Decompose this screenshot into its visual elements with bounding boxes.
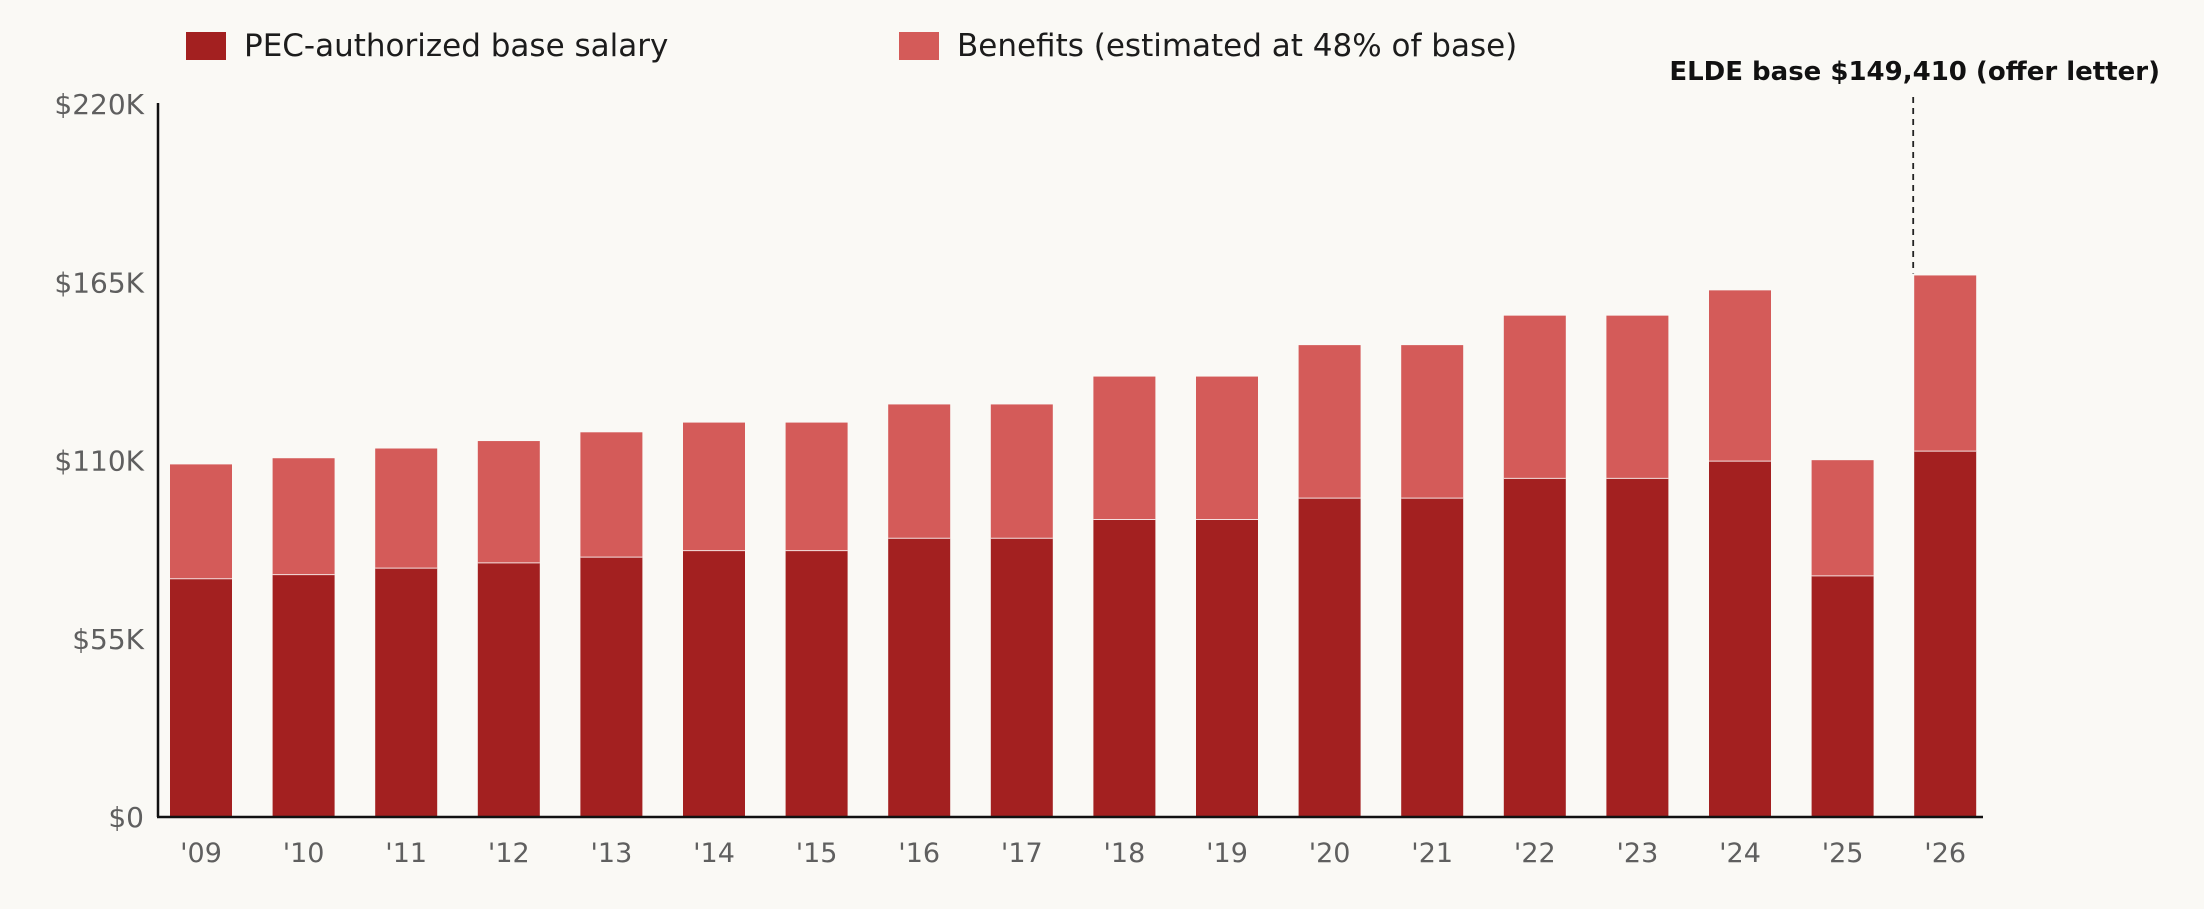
- bar-base-21: [1401, 498, 1464, 817]
- x-tick-label: '15: [796, 838, 838, 869]
- bar-benefits-09: [170, 464, 232, 579]
- bar-base-25: [1811, 575, 1874, 817]
- x-tick-label: '22: [1514, 838, 1556, 869]
- x-tick-label: '23: [1617, 838, 1659, 869]
- x-tick-label: '10: [283, 838, 325, 869]
- bar-base-18: [1093, 519, 1156, 817]
- ticks-layer: '09 '10 '11 '12 '13 '14 '15 '16 '17 '18 '19 '20 '21 '…: [54, 88, 1966, 869]
- bar-base-24: [1709, 461, 1771, 817]
- bar-benefits-26: [1914, 275, 1977, 452]
- bar-benefits-15: [785, 422, 848, 551]
- bar-base-15: [785, 550, 848, 817]
- legend-item-base: PEC-authorized base salary: [186, 28, 668, 64]
- x-tick-label: '19: [1206, 838, 1248, 869]
- bars-layer: [170, 275, 1977, 817]
- bar-benefits-16: [888, 404, 951, 539]
- bar-base-11: [375, 568, 438, 817]
- x-tick-label: '13: [591, 838, 633, 869]
- x-tick-label: '09: [180, 838, 222, 869]
- y-tick-label: $110K: [54, 445, 144, 478]
- y-tick-label: $0: [108, 801, 144, 834]
- x-tick-label: '24: [1719, 838, 1761, 869]
- bar-base-13: [580, 557, 643, 817]
- x-tick-label: '17: [1001, 838, 1043, 869]
- y-tick-label: $55K: [72, 623, 144, 656]
- bar-base-09: [170, 578, 232, 817]
- bar-benefits-12: [477, 441, 540, 563]
- bar-base-14: [683, 550, 745, 817]
- bar-benefits-14: [683, 422, 745, 551]
- bar-benefits-24: [1709, 290, 1771, 462]
- bar-base-17: [990, 538, 1053, 817]
- bar-benefits-23: [1606, 315, 1669, 479]
- x-tick-label: '11: [385, 838, 427, 869]
- bar-base-22: [1503, 478, 1566, 817]
- bar-benefits-17: [990, 404, 1053, 539]
- bar-benefits-11: [375, 448, 438, 569]
- y-tick-label: $165K: [54, 266, 144, 299]
- bar-benefits-18: [1093, 376, 1156, 520]
- annotation-layer: ELDE base $149,410 (offer letter): [1669, 57, 2160, 274]
- bar-benefits-20: [1298, 345, 1361, 499]
- bar-base-16: [888, 538, 951, 817]
- bar-benefits-19: [1196, 376, 1258, 520]
- bar-benefits-22: [1503, 315, 1566, 479]
- bar-base-20: [1298, 498, 1361, 817]
- legend-swatch-benefits: [899, 32, 939, 60]
- annotation-label: ELDE base $149,410 (offer letter): [1669, 57, 2160, 87]
- legend-item-benefits: Benefits (estimated at 48% of base): [899, 28, 1517, 64]
- x-tick-label: '26: [1924, 838, 1966, 869]
- x-tick-label: '25: [1822, 838, 1864, 869]
- bar-benefits-25: [1811, 460, 1874, 576]
- x-tick-label: '16: [898, 838, 940, 869]
- legend-swatch-base: [186, 32, 226, 60]
- bar-benefits-13: [580, 432, 643, 558]
- x-tick-label: '18: [1104, 838, 1146, 869]
- legend-label-base: PEC-authorized base salary: [244, 28, 669, 64]
- x-tick-label: '20: [1309, 838, 1351, 869]
- bar-base-12: [477, 562, 540, 817]
- bar-base-10: [272, 574, 335, 817]
- bar-base-19: [1196, 519, 1258, 817]
- bar-benefits-10: [272, 458, 335, 575]
- bar-base-23: [1606, 478, 1669, 817]
- x-tick-label: '12: [488, 838, 530, 869]
- x-tick-label: '21: [1411, 838, 1453, 869]
- axes-layer: [156, 103, 1983, 819]
- legend-label-benefits: Benefits (estimated at 48% of base): [957, 28, 1518, 64]
- bar-base-26: [1914, 451, 1977, 817]
- y-tick-label: $220K: [54, 88, 144, 121]
- x-tick-label: '14: [693, 838, 735, 869]
- bar-benefits-21: [1401, 345, 1464, 499]
